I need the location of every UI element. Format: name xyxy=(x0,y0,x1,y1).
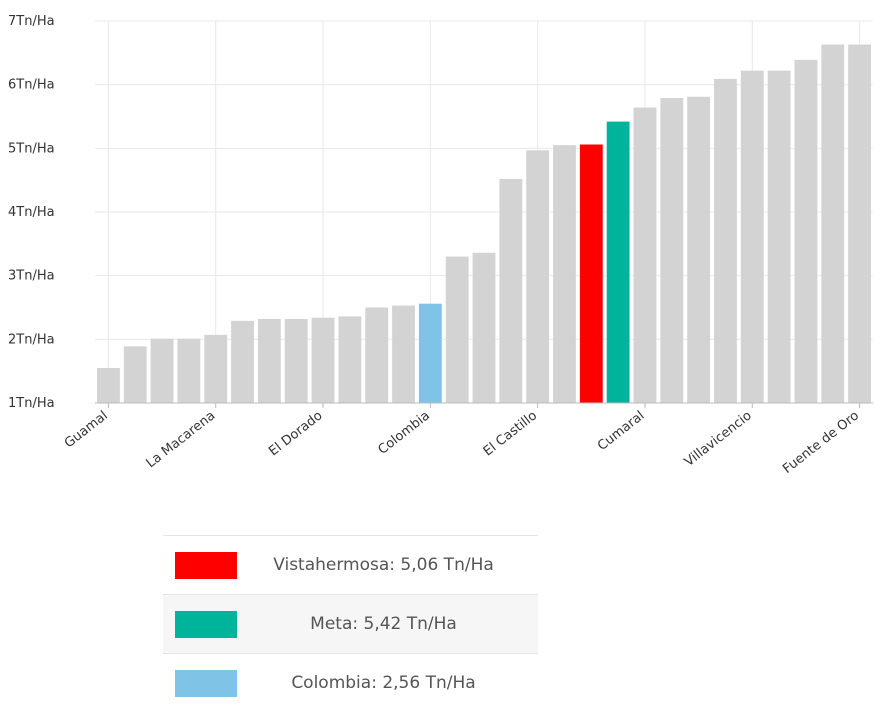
y-tick-label: 4Tn/Ha xyxy=(8,205,55,220)
bar xyxy=(526,150,550,403)
bars xyxy=(97,44,871,404)
legend-label: Meta: 5,42 Tn/Ha xyxy=(310,614,457,634)
x-tick-label: Guamal xyxy=(62,408,111,451)
y-tick-label: 3Tn/Ha xyxy=(8,269,55,284)
bar xyxy=(150,338,174,403)
legend: Vistahermosa: 5,06 Tn/Ha Meta: 5,42 Tn/H… xyxy=(163,535,538,712)
x-tick-label: Colombia xyxy=(375,408,432,457)
legend-item-vistahermosa: Vistahermosa: 5,06 Tn/Ha xyxy=(163,535,538,594)
bar xyxy=(418,303,442,403)
bar xyxy=(97,367,120,403)
bar xyxy=(311,317,335,403)
bar xyxy=(123,346,147,403)
y-tick-label: 2Tn/Ha xyxy=(8,332,55,347)
y-tick-label: 7Tn/Ha xyxy=(8,14,55,29)
x-tick-label: Cumaral xyxy=(595,408,647,454)
bar xyxy=(821,44,845,403)
bar xyxy=(633,107,657,403)
legend-swatch-red xyxy=(175,551,237,579)
bar-chart: 1Tn/Ha 2Tn/Ha 3Tn/Ha 4Tn/Ha 5Tn/Ha 6Tn/Ha 7Tn/… xyxy=(8,14,873,477)
bar xyxy=(257,318,281,403)
bar xyxy=(177,338,201,403)
bar xyxy=(231,320,254,403)
legend-item-meta: Meta: 5,42 Tn/Ha xyxy=(163,594,538,653)
x-tick-label: Fuente de Oro xyxy=(780,408,862,477)
bar xyxy=(553,145,576,403)
bar xyxy=(767,70,791,403)
x-axis-ticks: Guamal La Macarena El Dorado Colombia El Cas… xyxy=(62,403,862,477)
legend-swatch-blue xyxy=(175,669,237,697)
bar xyxy=(579,144,603,403)
bar xyxy=(740,70,764,403)
x-tick-label: Villavicencio xyxy=(682,408,755,470)
y-tick-label: 5Tn/Ha xyxy=(8,141,55,156)
bar xyxy=(445,256,469,403)
x-tick-label: El Castillo xyxy=(481,408,540,459)
y-tick-label: 6Tn/Ha xyxy=(8,78,55,93)
y-tick-label: 1Tn/Ha xyxy=(8,396,55,411)
y-axis-ticks: 1Tn/Ha 2Tn/Ha 3Tn/Ha 4Tn/Ha 5Tn/Ha 6Tn/Ha 7Tn/… xyxy=(8,14,55,411)
bar xyxy=(365,307,389,403)
bar xyxy=(606,121,630,404)
legend-label: Vistahermosa: 5,06 Tn/Ha xyxy=(273,555,494,575)
bar xyxy=(660,98,684,403)
bar xyxy=(687,96,711,403)
legend-swatch-teal xyxy=(175,610,237,638)
bar xyxy=(794,59,818,403)
x-tick-label: La Macarena xyxy=(144,408,219,471)
bar xyxy=(392,305,415,403)
bar xyxy=(338,316,362,403)
bar xyxy=(472,252,496,403)
x-tick-label: El Dorado xyxy=(266,408,325,459)
bar xyxy=(499,178,523,403)
bar xyxy=(204,334,228,403)
legend-label: Colombia: 2,56 Tn/Ha xyxy=(291,673,476,693)
bar xyxy=(284,318,308,403)
bar xyxy=(848,44,871,403)
bar xyxy=(714,78,737,403)
legend-item-colombia: Colombia: 2,56 Tn/Ha xyxy=(163,653,538,712)
